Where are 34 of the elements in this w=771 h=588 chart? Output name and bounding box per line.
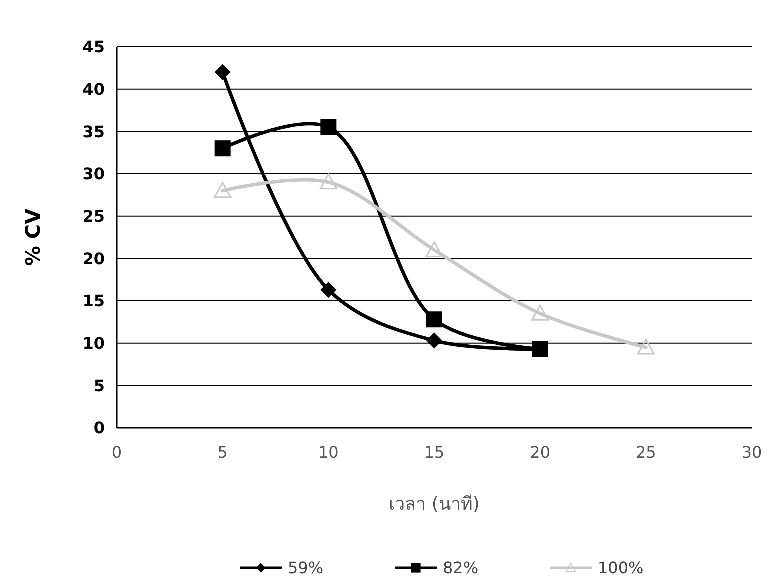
y-tick-label: 25 bbox=[82, 206, 105, 226]
y-axis-title: % CV bbox=[21, 208, 45, 266]
point bbox=[214, 140, 231, 157]
point bbox=[637, 338, 655, 355]
x-tick-label: 25 bbox=[636, 443, 656, 462]
x-axis-title: เวลา (นาที) bbox=[389, 494, 480, 515]
x-tick-label: 30 bbox=[742, 443, 762, 462]
y-tick-label: 45 bbox=[82, 38, 105, 57]
x-tick-label: 0 bbox=[112, 443, 122, 462]
y-tick-label: 0 bbox=[94, 418, 105, 438]
point bbox=[320, 282, 337, 298]
point bbox=[426, 312, 442, 328]
y-tick-label: 30 bbox=[82, 164, 105, 184]
legend-label: 82% bbox=[443, 558, 479, 578]
point bbox=[532, 341, 548, 358]
point bbox=[214, 64, 231, 80]
point bbox=[320, 174, 338, 190]
y-tick-label: 10 bbox=[82, 334, 105, 353]
x-tick-label: 20 bbox=[530, 443, 551, 462]
point bbox=[532, 304, 550, 321]
legend-label: 100% bbox=[598, 558, 644, 578]
y-tick-label: 20 bbox=[82, 249, 105, 268]
legend-label: 59% bbox=[288, 558, 324, 578]
y-tick-label: 35 bbox=[82, 122, 105, 142]
point bbox=[214, 182, 232, 198]
y-tick-label: 40 bbox=[82, 80, 105, 99]
y-tick-label: 15 bbox=[82, 292, 105, 311]
x-tick-label: 10 bbox=[318, 443, 339, 462]
x-tick-label: 5 bbox=[218, 443, 228, 462]
y-tick-label: 5 bbox=[94, 376, 105, 396]
point bbox=[426, 241, 444, 258]
point bbox=[426, 332, 442, 349]
x-tick-label: 15 bbox=[424, 443, 445, 462]
point bbox=[320, 119, 337, 136]
